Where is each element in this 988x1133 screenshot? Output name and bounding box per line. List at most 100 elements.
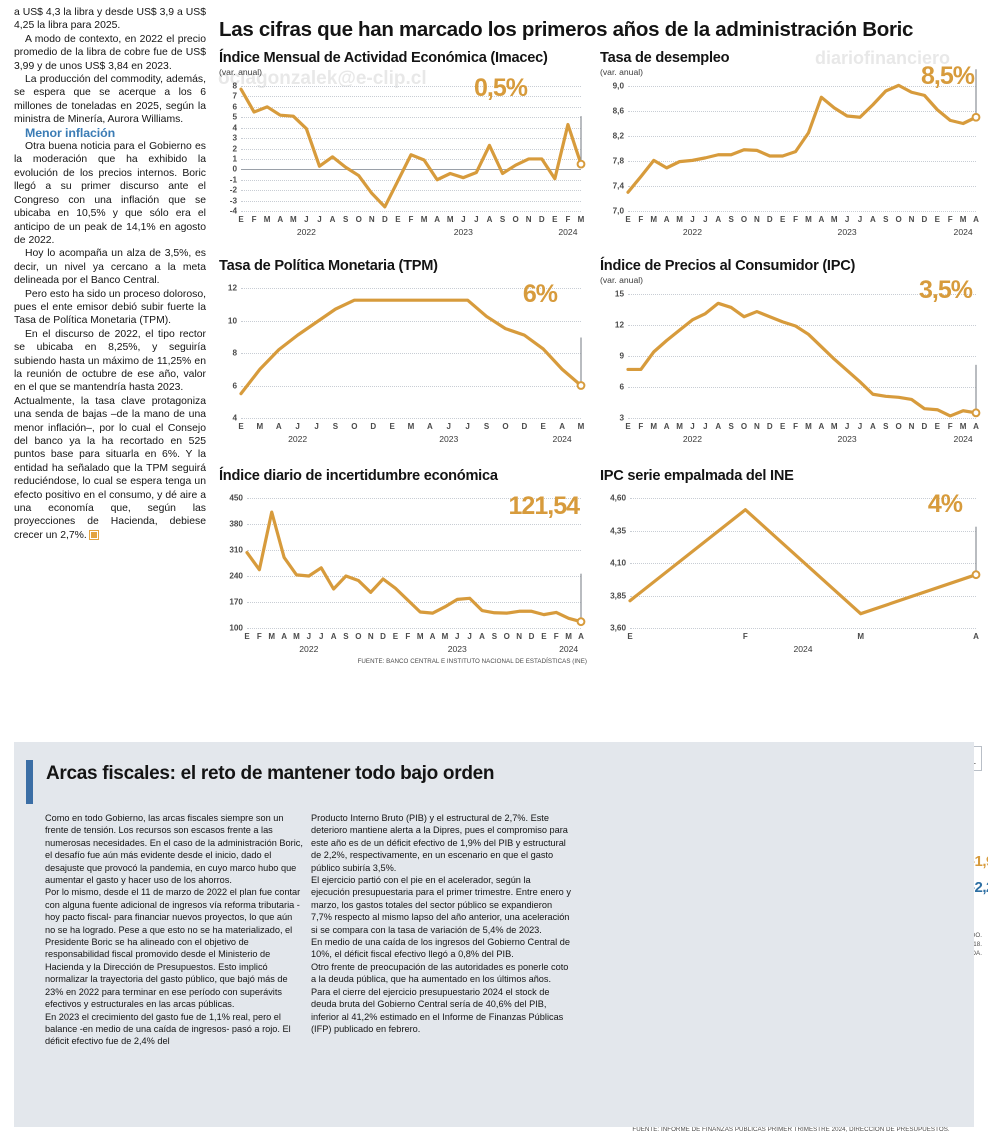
y-axis-tick-10: -2 xyxy=(229,185,237,195)
x-axis-tick-3: A xyxy=(663,422,670,431)
bottom-panel: Arcas fiscales: el reto de mantener todo… xyxy=(14,742,974,1127)
series-svg-tpm xyxy=(239,298,586,396)
end-point-marker xyxy=(971,408,981,418)
gridline-8 xyxy=(241,169,581,171)
x-axis-tick-1: F xyxy=(742,632,748,641)
gridline-4 xyxy=(628,186,976,187)
x-axis-tick-9: O xyxy=(355,215,362,224)
x-axis-tick-6: J xyxy=(703,422,708,431)
chart-callout-incertidumbre: 121,54 xyxy=(508,492,580,520)
series-line-ipc_empalmada xyxy=(628,508,978,616)
y-axis-tick-3: 240 xyxy=(229,571,243,581)
article-paragraph: En el discurso de 2022, el tipo rector s… xyxy=(14,328,206,394)
gridline-3 xyxy=(630,595,976,597)
gridline-4 xyxy=(247,602,581,603)
x-axis-tick-15: D xyxy=(521,422,528,431)
x-axis-tick-8: E xyxy=(389,422,395,431)
article-paragraph: Actualmente, la tasa clave protagoniza u… xyxy=(14,395,206,541)
x-axis-year-0: 2022 xyxy=(682,227,702,237)
x-axis-tick-21: O xyxy=(895,422,902,431)
gridline-2 xyxy=(241,106,581,108)
x-axis-tick-14: M xyxy=(805,215,812,224)
x-axis-tick-14: M xyxy=(420,215,428,224)
x-axis-tick-24: E xyxy=(934,422,940,431)
x-axis-tick-22: N xyxy=(908,422,915,431)
x-axis-tick-4: M xyxy=(676,422,683,431)
x-axis-tick-1: F xyxy=(251,215,257,224)
x-axis-tick-20: S xyxy=(883,422,889,431)
x-axis-tick-16: M xyxy=(830,215,838,224)
y-axis-tick-5: 3 xyxy=(232,133,237,143)
chart-callout-ipc: 3,5% xyxy=(919,276,973,304)
x-axis-year-2: 2024 xyxy=(558,227,578,237)
gridline-1 xyxy=(241,96,581,98)
x-axis-tick-26: M xyxy=(959,215,967,224)
end-point-marker xyxy=(576,159,586,169)
x-axis-tick-21: O xyxy=(512,215,519,224)
gridline-5 xyxy=(628,211,976,212)
y-axis-tick-7: 1 xyxy=(232,154,237,164)
series-line-tpm xyxy=(239,298,583,396)
x-axis-tick-14: M xyxy=(416,632,424,641)
gridline-4 xyxy=(241,127,581,129)
x-axis-tick-2: M xyxy=(268,632,276,641)
x-axis-tick-22: N xyxy=(908,215,915,224)
x-axis-year-2: 2024 xyxy=(552,434,572,444)
x-axis-tick-5: S xyxy=(332,422,339,431)
series-svg-imacec xyxy=(239,87,586,209)
x-axis-tick-12: E xyxy=(392,632,399,641)
x-axis-tick-18: J xyxy=(467,632,472,641)
x-axis-tick-11: D xyxy=(381,215,388,224)
accent-bar xyxy=(26,760,33,804)
x-axis-year-2: 2024 xyxy=(953,227,973,237)
plot-area-desempleo: 9,0 8,6 8,2 7,8 7,4 7,0 E F M A M J J A S O N D E F M A M J J A S O… xyxy=(613,69,981,237)
x-axis-tick-11: J xyxy=(446,422,451,431)
x-axis-tick-1: F xyxy=(638,215,644,224)
x-axis-tick-17: A xyxy=(559,422,565,431)
chart-desempleo: Tasa de desempleo (var. anual) 9,0 8,6 8,2 7,… xyxy=(600,50,982,240)
chart-title-imacec: Índice Mensual de Actividad Económica (I… xyxy=(219,50,548,66)
x-axis-tick-11: D xyxy=(766,422,773,431)
y-axis-tick-2: 310 xyxy=(229,545,243,555)
y-axis-tick-2: 8 xyxy=(232,348,237,358)
x-axis-tick-20: S xyxy=(491,632,498,641)
x-axis-tick-23: D xyxy=(921,422,928,431)
bottom-text-column-1: Como en todo Gobierno, las arcas fiscale… xyxy=(45,812,303,1048)
x-axis-tick-26: M xyxy=(577,215,585,224)
y-axis-tick-4: 4 xyxy=(232,413,237,423)
bottom-paragraph: Producto Interno Bruto (PIB) y el estruc… xyxy=(311,813,568,873)
x-axis-tick-6: J xyxy=(318,632,324,641)
top-charts-source: FUENTE: BANCO CENTRAL E INSTITUTO NACION… xyxy=(357,658,587,665)
x-axis-tick-5: J xyxy=(304,215,309,224)
x-axis-year-1: 2023 xyxy=(837,434,857,444)
y-axis-tick-4: 170 xyxy=(229,597,243,607)
x-axis-tick-17: J xyxy=(455,632,460,641)
y-axis-tick-3: 3,85 xyxy=(610,591,626,600)
article-paragraph: Otra buena noticia para el Gobierno es l… xyxy=(14,141,206,246)
y-axis-tick-1: 4,35 xyxy=(610,526,626,535)
x-axis-tick-23: D xyxy=(921,215,928,224)
y-axis-tick-4: 7,4 xyxy=(612,181,624,191)
gridline-2 xyxy=(241,353,581,354)
x-axis-tick-0: E xyxy=(625,215,631,224)
x-axis-tick-4: J xyxy=(314,422,319,431)
gridline-3 xyxy=(241,385,581,387)
chart-subtitle-desempleo: (var. anual) xyxy=(600,67,643,77)
series-svg-ipc_empalmada xyxy=(628,508,981,616)
x-axis-tick-5: J xyxy=(690,422,695,431)
y-axis-tick-3: 7,8 xyxy=(612,156,624,166)
x-axis-tick-15: A xyxy=(429,632,436,641)
x-axis-tick-0: E xyxy=(625,422,631,431)
y-axis-tick-2: 8,2 xyxy=(612,131,624,141)
chart-title-tpm: Tasa de Política Monetaria (TPM) xyxy=(219,258,438,274)
x-axis-year-1: 2023 xyxy=(447,644,467,654)
x-axis-tick-24: E xyxy=(934,215,940,224)
x-axis-tick-26: M xyxy=(565,632,572,641)
x-axis-tick-10: N xyxy=(368,215,375,224)
x-axis-tick-25: F xyxy=(947,215,953,224)
x-axis-tick-9: O xyxy=(740,215,748,224)
y-axis-tick-2: 6 xyxy=(232,102,237,112)
gridline-9 xyxy=(241,179,581,181)
y-axis-tick-1: 380 xyxy=(229,519,243,529)
